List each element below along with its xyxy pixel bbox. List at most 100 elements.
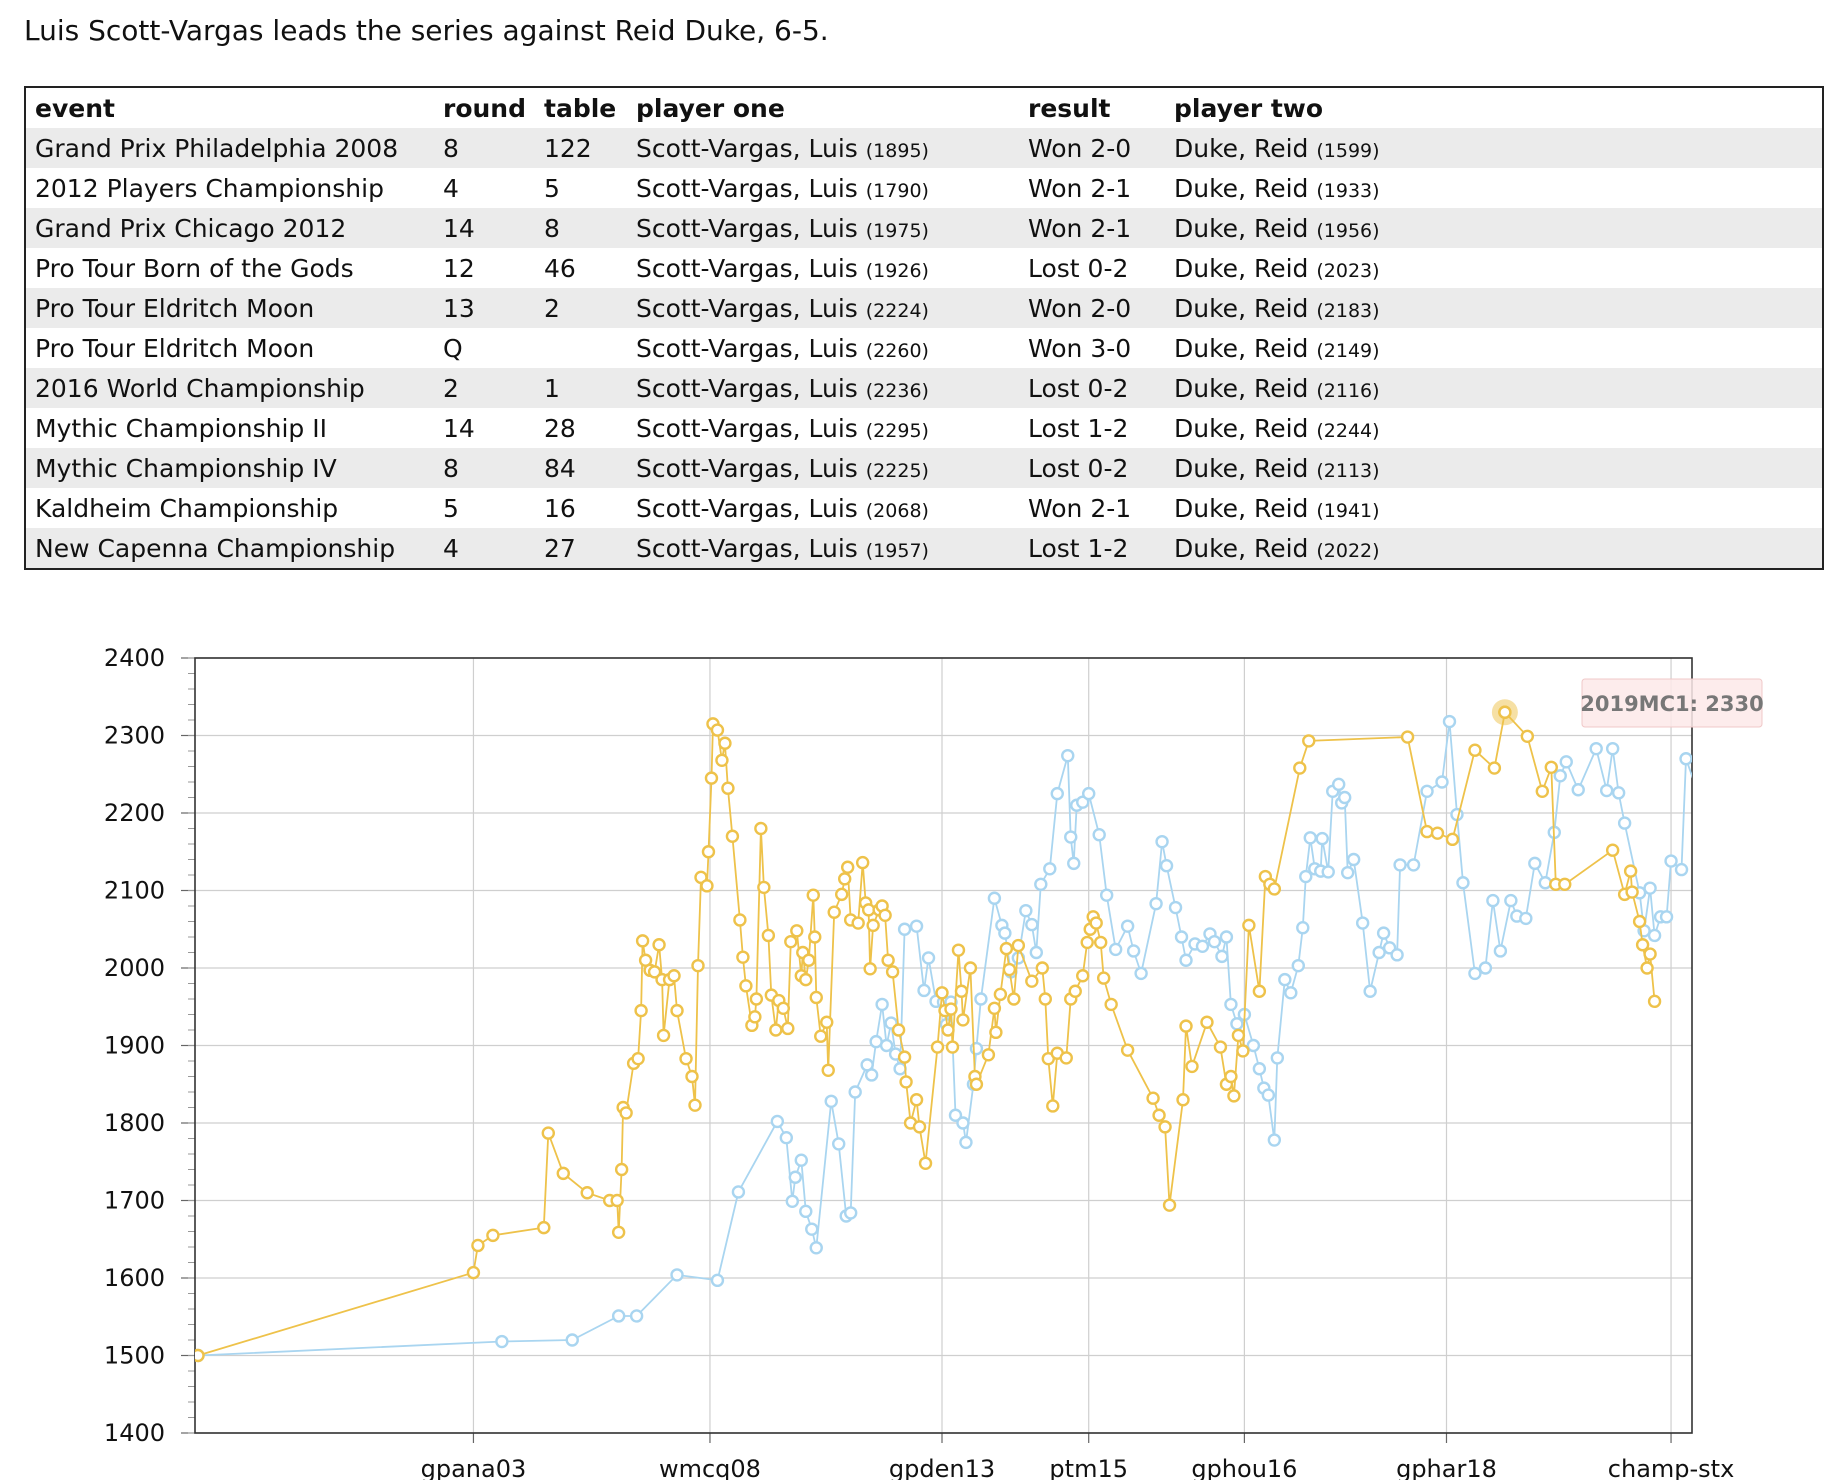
player-name[interactable]: Duke, Reid [1174, 533, 1309, 563]
data-point [495, 1334, 509, 1349]
data-point [1442, 714, 1457, 729]
data-point [897, 922, 912, 936]
data-point [1321, 865, 1335, 879]
data-point [1126, 944, 1141, 958]
table-header-row: event round table player one result play… [25, 87, 1823, 128]
data-point [1076, 969, 1090, 983]
player-name[interactable]: Duke, Reid [1174, 373, 1309, 403]
plot-frame [194, 657, 1693, 1434]
data-point [1043, 862, 1057, 876]
data-point [974, 992, 988, 1006]
table-number-cell: 28 [544, 413, 576, 443]
data-point [1538, 876, 1552, 890]
result-cell: Won 2-0 [1019, 128, 1165, 168]
player-name[interactable]: Scott-Vargas, Luis [636, 173, 858, 203]
player-rating: (2260) [865, 339, 929, 362]
data-point [776, 1001, 791, 1015]
data-point [1553, 769, 1567, 783]
data-point [721, 781, 735, 795]
player-one-cell: Scott-Vargas, Luis (2225) [627, 448, 1019, 488]
data-point [1635, 938, 1650, 952]
player-name[interactable]: Duke, Reid [1174, 453, 1309, 483]
result-cell: Won 2-0 [1019, 288, 1165, 328]
data-point [1089, 916, 1103, 930]
data-point [1355, 916, 1370, 930]
data-point [1589, 741, 1603, 756]
data-point [1025, 974, 1039, 988]
series-blue [195, 714, 1817, 1363]
x-tick-label: gphou16 [1191, 1455, 1297, 1480]
data-point [1519, 911, 1533, 926]
player-two-cell: Duke, Reid (2183) [1165, 288, 1823, 328]
data-point [875, 997, 889, 1012]
data-point [1535, 784, 1550, 799]
data-point [948, 1108, 963, 1122]
data-point [1390, 948, 1404, 962]
data-point [1011, 938, 1026, 953]
data-point [785, 1194, 800, 1208]
player-name[interactable]: Scott-Vargas, Luis [636, 493, 858, 523]
data-point [1267, 1133, 1282, 1147]
data-point [1219, 930, 1234, 944]
data-point [941, 1023, 955, 1037]
x-tick-label: ptm15 [1049, 1455, 1128, 1480]
data-point [1766, 924, 1777, 935]
data-point [619, 1106, 633, 1120]
data-point [1174, 930, 1189, 944]
data-point [1038, 992, 1052, 1006]
player-name[interactable]: Scott-Vargas, Luis [636, 413, 858, 443]
player-rating: (1941) [1316, 499, 1380, 522]
data-point [1179, 1019, 1193, 1033]
player-name[interactable]: Scott-Vargas, Luis [636, 213, 858, 243]
data-point [195, 1348, 205, 1363]
player-name[interactable]: Scott-Vargas, Luis [636, 333, 858, 363]
data-point [1544, 760, 1558, 774]
data-point [989, 1025, 1003, 1040]
player-two-cell: Duke, Reid (1599) [1165, 128, 1823, 168]
table-row: Mythic Championship IV 8 84 Scott-Vargas, L… [25, 448, 1823, 488]
data-point [1643, 881, 1657, 895]
data-point [912, 1120, 927, 1134]
data-point [1035, 961, 1050, 975]
player-name[interactable]: Duke, Reid [1174, 333, 1309, 363]
player-name[interactable]: Duke, Reid [1174, 173, 1309, 203]
y-tick-label: 1400 [104, 1419, 165, 1447]
data-point [691, 958, 705, 973]
player-name[interactable]: Scott-Vargas, Luis [636, 293, 858, 323]
player-name[interactable]: Duke, Reid [1174, 293, 1309, 323]
player-one-cell: Scott-Vargas, Luis (2260) [627, 328, 1019, 368]
data-point [1376, 926, 1391, 940]
data-point [814, 1029, 828, 1043]
data-point [1493, 944, 1508, 958]
table-number-cell: 2 [535, 288, 627, 328]
data-point [1050, 786, 1064, 801]
player-rating: (1599) [1316, 139, 1380, 162]
data-point [1679, 752, 1692, 766]
data-point [954, 984, 969, 998]
data-point [805, 1222, 819, 1236]
player-name[interactable]: Duke, Reid [1174, 213, 1309, 243]
data-point [1806, 996, 1817, 1007]
player-two-cell: Duke, Reid (1933) [1165, 168, 1823, 208]
data-point [1168, 900, 1183, 915]
data-point [1261, 1088, 1276, 1102]
player-name[interactable]: Duke, Reid [1174, 133, 1309, 163]
player-name[interactable]: Duke, Reid [1174, 253, 1309, 283]
player-name[interactable]: Scott-Vargas, Luis [636, 373, 858, 403]
player-name[interactable]: Scott-Vargas, Luis [636, 253, 858, 283]
data-point [580, 1186, 594, 1200]
player-rating: (2225) [865, 459, 929, 482]
data-point [757, 880, 771, 895]
data-point [704, 771, 719, 785]
data-point [790, 924, 804, 938]
data-point [855, 855, 870, 870]
player-name[interactable]: Scott-Vargas, Luis [636, 533, 858, 563]
player-one-cell: Scott-Vargas, Luis (1957) [627, 528, 1019, 569]
player-name[interactable]: Scott-Vargas, Luis [636, 133, 858, 163]
highlighted-point [1498, 705, 1512, 719]
y-tick-label: 2100 [104, 877, 165, 905]
player-name[interactable]: Duke, Reid [1174, 413, 1309, 443]
data-point [1468, 743, 1482, 757]
player-name[interactable]: Scott-Vargas, Luis [636, 453, 858, 483]
player-name[interactable]: Duke, Reid [1174, 493, 1309, 523]
